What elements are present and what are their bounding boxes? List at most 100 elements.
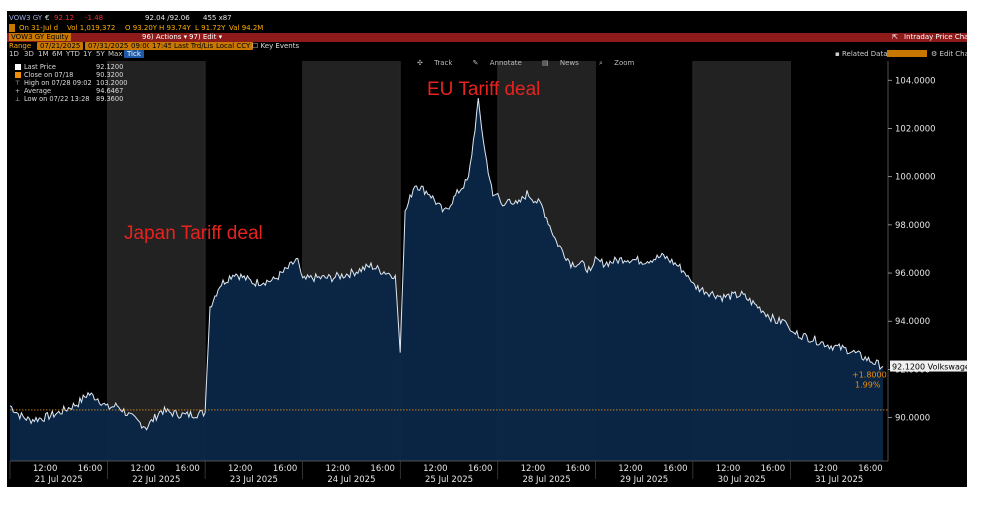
x-hour-label: 16:00 xyxy=(858,464,883,474)
bid-ask-size: 455 x87 xyxy=(203,14,232,22)
period-1y[interactable]: 1Y xyxy=(83,50,92,58)
edit-number: 97) xyxy=(189,33,203,41)
legend-close[interactable]: Close on 07/18 90.3200 xyxy=(15,71,123,79)
legend-average[interactable]: + Average 94.6467 xyxy=(15,87,123,95)
end-time-field[interactable]: 17:45 xyxy=(149,42,176,50)
change-value: +1.8000 xyxy=(852,371,887,380)
actions-menu[interactable]: 96) Actions ▾ xyxy=(142,33,187,41)
x-hour-label: 12:00 xyxy=(326,464,351,474)
currency-select[interactable]: Local CCY xyxy=(213,42,254,50)
x-hour-label: 16:00 xyxy=(468,464,493,474)
x-date-label: 28 Jul 2025 xyxy=(523,475,571,485)
chevron-down-icon: ▾ xyxy=(216,33,223,41)
legend-last-price[interactable]: Last Price 92.1200 xyxy=(15,63,123,71)
zoom-tool[interactable]: ⌕ Zoom xyxy=(599,59,643,67)
track-label: Track xyxy=(434,59,453,67)
last-price: 92.12 xyxy=(54,14,75,22)
period-1d[interactable]: 1D xyxy=(9,50,19,58)
ticker[interactable]: VOW3 GY xyxy=(9,14,43,22)
security-field[interactable]: VOW3 GY Equity xyxy=(9,33,71,41)
chart-legend: Last Price 92.1200 Close on 07/18 90.3200 … xyxy=(15,63,127,103)
actions-number: 96) xyxy=(142,33,156,41)
actions-label: Actions xyxy=(155,33,182,41)
eu-tariff-annotation: EU Tariff deal xyxy=(427,79,540,100)
export-icon[interactable]: ⇱ xyxy=(892,33,898,41)
period-1m[interactable]: 1M xyxy=(38,50,49,58)
start-date-field[interactable]: 07/21/2025 xyxy=(37,42,84,50)
price-chart[interactable]: 90.000092.000094.000096.000098.0000100.0… xyxy=(7,11,967,487)
end-date-field[interactable]: 07/31/2025 xyxy=(85,42,132,50)
news-label: News xyxy=(559,59,579,67)
legend-value: 92.1200 xyxy=(96,63,124,71)
y-tick-label: 100.0000 xyxy=(895,173,936,183)
x-hour-label: 16:00 xyxy=(78,464,103,474)
high: H 93.74Y xyxy=(159,24,191,32)
x-hour-label: 12:00 xyxy=(521,464,546,474)
low-marker-icon: ⊥ xyxy=(15,96,21,103)
x-date-label: 24 Jul 2025 xyxy=(327,475,375,485)
search-icon: ⌕ xyxy=(599,59,606,67)
chart-icon xyxy=(9,24,15,32)
gear-icon: ⚙ xyxy=(931,50,940,58)
period-6m[interactable]: 6M xyxy=(52,50,63,58)
x-date-label: 29 Jul 2025 xyxy=(620,475,668,485)
y-tick-label: 94.0000 xyxy=(895,317,930,327)
chevron-down-icon: ▾ xyxy=(181,33,188,41)
average-marker-icon: + xyxy=(15,88,21,95)
price-line xyxy=(9,98,884,431)
chart-type-select[interactable] xyxy=(887,50,927,57)
high-marker-icon: ⊤ xyxy=(15,80,21,87)
period-ytd[interactable]: YTD xyxy=(66,50,80,58)
x-hour-label: 16:00 xyxy=(175,464,200,474)
track-tool[interactable]: ✣ Track xyxy=(417,59,461,67)
period-max[interactable]: Max xyxy=(108,50,123,58)
bid-ask: 92.04 /92.06 xyxy=(145,14,190,22)
x-date-label: 22 Jul 2025 xyxy=(132,475,180,485)
annotate-tool[interactable]: ✎ Annotate xyxy=(473,59,531,67)
x-date-label: 30 Jul 2025 xyxy=(718,475,766,485)
price-mode-select[interactable]: Last Trd/List P xyxy=(171,42,226,50)
y-tick-label: 102.0000 xyxy=(895,124,936,134)
start-time-field[interactable]: 09:00 xyxy=(128,42,155,50)
x-hour-label: 16:00 xyxy=(663,464,688,474)
news-tool[interactable]: ▤ News xyxy=(542,59,588,67)
function-title: Intraday Price Chart xyxy=(904,33,967,41)
range-controls: Range 07/21/2025 07/31/2025 09:00 17:45 … xyxy=(7,42,967,50)
y-tick-label: 90.0000 xyxy=(895,414,930,424)
quote-header: VOW3 GY € 92.12 -1.48 92.04 /92.06 455 x… xyxy=(7,14,967,24)
price-area xyxy=(10,98,884,461)
zoom-label: Zoom xyxy=(614,59,635,67)
edit-menu[interactable]: 97) Edit ▾ xyxy=(189,33,222,41)
x-hour-label: 12:00 xyxy=(228,464,253,474)
edit-chart-button[interactable]: ⚙ Edit Chart xyxy=(931,50,967,58)
related-data-label: Related Data xyxy=(841,50,888,58)
edit-label: Edit xyxy=(202,33,217,41)
x-date-label: 21 Jul 2025 xyxy=(35,475,83,485)
period-3d[interactable]: 3D xyxy=(24,50,34,58)
legend-swatch xyxy=(15,72,21,78)
legend-low[interactable]: ⊥ Low on 07/22 13:28 89.3600 xyxy=(15,95,123,103)
low: L 91.72Y xyxy=(195,24,226,32)
x-date-label: 25 Jul 2025 xyxy=(425,475,473,485)
period-5y[interactable]: 5Y xyxy=(96,50,105,58)
key-events-toggle[interactable]: ☐ Key Events xyxy=(252,42,299,50)
legend-label: Close on 07/18 xyxy=(24,71,74,79)
x-hour-label: 12:00 xyxy=(716,464,741,474)
last-price-tag-label: 92.1200 Volkswagen xyxy=(892,363,967,372)
period-controls: 1D 3D 1M 6M YTD 1Y 5Y Max Tick ▪ Related… xyxy=(7,50,967,58)
crosshair-icon: ✣ xyxy=(417,59,426,67)
legend-swatch xyxy=(15,64,21,70)
function-toolbar: VOW3 GY Equity 96) Actions ▾ 97) Edit ▾ … xyxy=(7,33,967,42)
y-tick-label: 98.0000 xyxy=(895,221,930,231)
x-hour-label: 12:00 xyxy=(130,464,155,474)
price-change: -1.48 xyxy=(85,14,104,22)
news-icon: ▤ xyxy=(542,59,551,67)
tick-select[interactable]: Tick xyxy=(124,50,144,58)
legend-high[interactable]: ⊤ High on 07/28 09:02 103.2000 xyxy=(15,79,127,87)
x-date-label: 31 Jul 2025 xyxy=(815,475,863,485)
x-hour-label: 12:00 xyxy=(813,464,838,474)
x-hour-label: 12:00 xyxy=(423,464,448,474)
y-tick-label: 104.0000 xyxy=(895,76,936,86)
range-label: Range xyxy=(9,42,32,50)
annotate-label: Annotate xyxy=(489,59,522,67)
